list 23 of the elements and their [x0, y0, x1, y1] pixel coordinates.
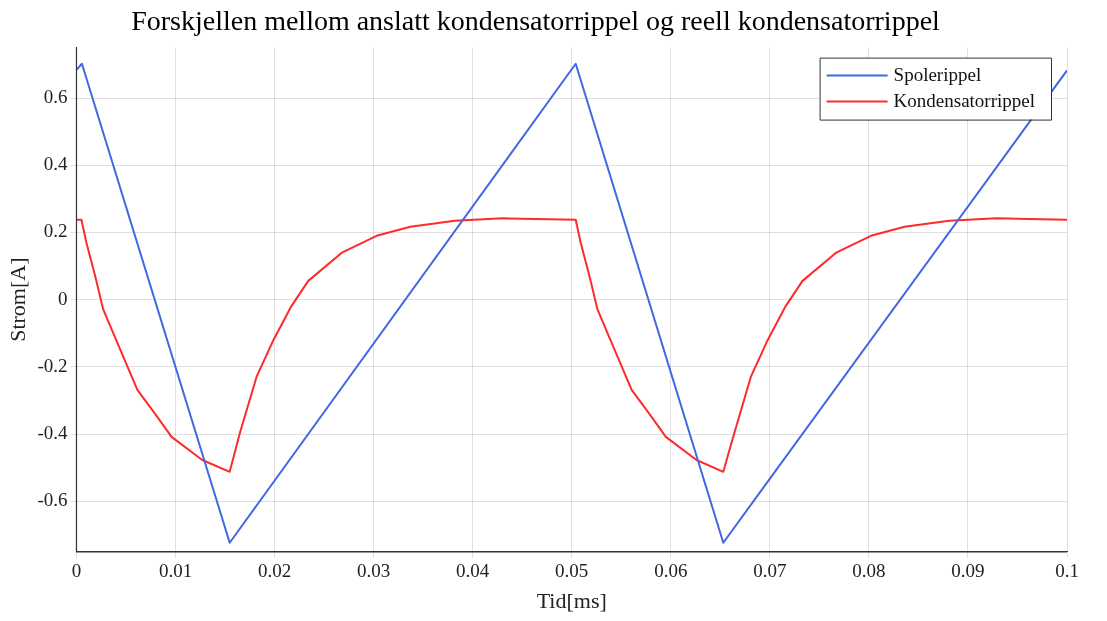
x-tick-label: 0.02: [257, 560, 292, 582]
y-tick-label: 0.6: [43, 86, 68, 107]
x-tick-label: 0.1: [1055, 560, 1079, 582]
x-tick-label: 0.05: [555, 560, 589, 582]
x-tick-label: 0.01: [158, 560, 193, 582]
chart-title: Forskjellen mellom anslatt kondensatorrippel og reell kondensatorrippel: [131, 5, 941, 37]
x-tick-label: 0.04: [456, 560, 490, 582]
y-tick-label: -0.2: [37, 354, 68, 376]
x-tick-label: 0.09: [951, 560, 985, 582]
legend-label: Spolerippel: [893, 63, 982, 85]
y-tick-label: 0.2: [43, 220, 68, 242]
y-tick-label: -0.4: [37, 422, 68, 444]
y-tick-label: -0.6: [37, 489, 68, 511]
x-tick-label: 0.08: [852, 560, 886, 582]
x-tick-label: 0.03: [357, 560, 391, 582]
y-tick-label: 0: [57, 287, 68, 309]
y-axis-title: Strom[A]: [4, 257, 30, 342]
x-tick-label: 0: [71, 560, 82, 582]
x-tick-label: 0.07: [753, 560, 787, 582]
legend-label: Kondensatorrippel: [893, 89, 1035, 111]
x-axis-title: Tid[ms]: [536, 587, 607, 613]
x-tick-label: 0.06: [654, 560, 688, 582]
y-tick-label: 0.4: [43, 153, 68, 175]
